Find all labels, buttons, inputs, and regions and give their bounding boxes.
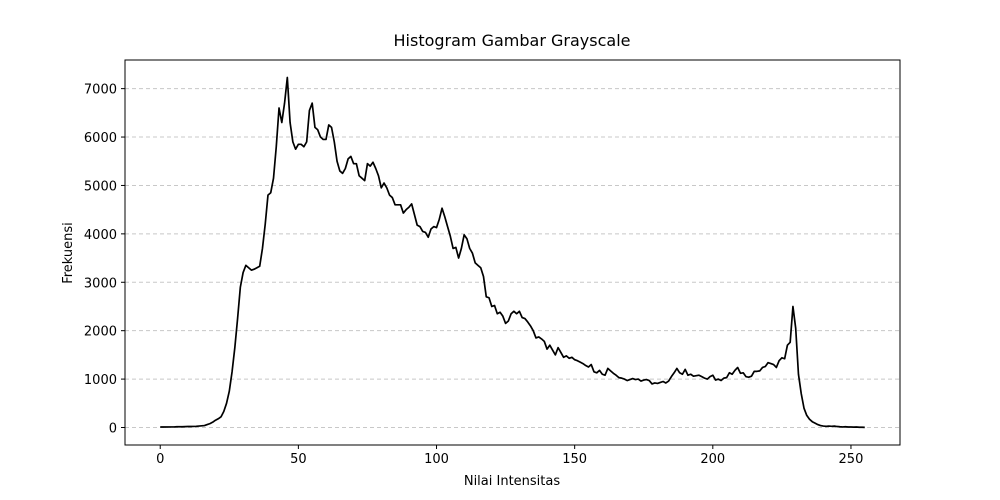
chart-title: Histogram Gambar Grayscale <box>394 31 631 50</box>
x-tick-label: 100 <box>424 452 449 467</box>
y-axis-label: Frekuensi <box>61 222 76 284</box>
x-tick-label: 250 <box>839 452 864 467</box>
y-tick-label: 3000 <box>84 276 117 291</box>
plot-frame <box>124 59 901 446</box>
x-tick-label: 0 <box>156 452 164 467</box>
y-tick-label: 4000 <box>84 228 117 243</box>
y-tick-label: 6000 <box>84 131 117 146</box>
x-tick-label: 50 <box>290 452 307 467</box>
y-tick-label: 2000 <box>84 325 117 340</box>
x-tick-label: 150 <box>562 452 587 467</box>
y-tick-label: 5000 <box>84 179 117 194</box>
x-tick-label: 200 <box>700 452 725 467</box>
x-axis-label: Nilai Intensitas <box>464 474 561 489</box>
y-tick-label: 0 <box>109 422 117 437</box>
y-tick-label: 1000 <box>84 373 117 388</box>
y-tick-label: 7000 <box>84 83 117 98</box>
line <box>160 76 865 429</box>
